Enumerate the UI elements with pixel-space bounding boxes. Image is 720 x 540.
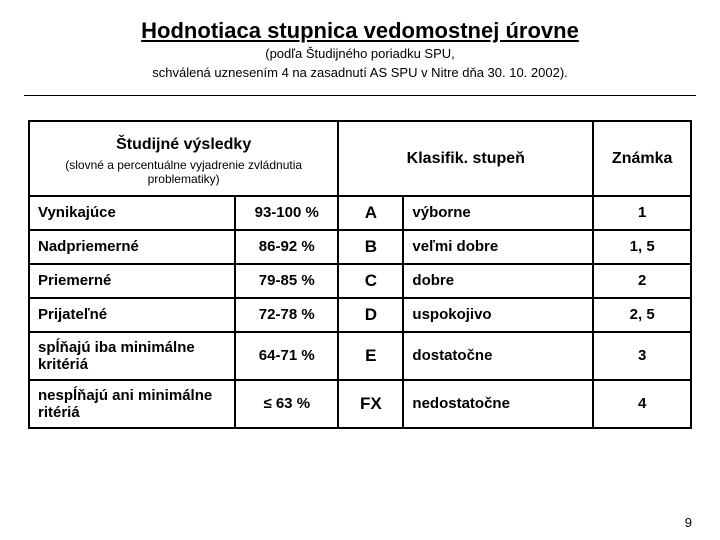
cell-number: 4 bbox=[593, 380, 691, 428]
cell-percent: ≤ 63 % bbox=[235, 380, 338, 428]
cell-percent: 64-71 % bbox=[235, 332, 338, 380]
cell-word: dostatočne bbox=[403, 332, 593, 380]
table-row: Vynikajúce 93-100 % A výborne 1 bbox=[29, 196, 691, 230]
table-row: Prijateľné 72-78 % D uspokojivo 2, 5 bbox=[29, 298, 691, 332]
subtitle-line-1: (podľa Študijného poriadku SPU, bbox=[0, 46, 720, 62]
cell-word: dobre bbox=[403, 264, 593, 298]
cell-percent: 72-78 % bbox=[235, 298, 338, 332]
cell-word: výborne bbox=[403, 196, 593, 230]
cell-desc: Priemerné bbox=[29, 264, 235, 298]
col-header-study: Študijné výsledky (slovné a percentuálne… bbox=[29, 121, 338, 196]
page-title: Hodnotiaca stupnica vedomostnej úrovne bbox=[0, 18, 720, 44]
col-header-study-sub: (slovné a percentuálne vyjadrenie zvládn… bbox=[38, 158, 329, 187]
cell-desc: spĺňajú iba minimálne kritériá bbox=[29, 332, 235, 380]
cell-desc: nespĺňajú ani minimálne ritériá bbox=[29, 380, 235, 428]
table-header-row: Študijné výsledky (slovné a percentuálne… bbox=[29, 121, 691, 196]
cell-letter: E bbox=[338, 332, 403, 380]
cell-percent: 93-100 % bbox=[235, 196, 338, 230]
col-header-classif: Klasifik. stupeň bbox=[338, 121, 593, 196]
title-block: Hodnotiaca stupnica vedomostnej úrovne (… bbox=[0, 0, 720, 89]
cell-number: 2 bbox=[593, 264, 691, 298]
cell-percent: 86-92 % bbox=[235, 230, 338, 264]
subtitle-line-2: schválená uznesením 4 na zasadnutí AS SP… bbox=[0, 65, 720, 81]
table-row: Nadpriemerné 86-92 % B veľmi dobre 1, 5 bbox=[29, 230, 691, 264]
cell-desc: Prijateľné bbox=[29, 298, 235, 332]
cell-word: uspokojivo bbox=[403, 298, 593, 332]
cell-number: 1, 5 bbox=[593, 230, 691, 264]
cell-letter: C bbox=[338, 264, 403, 298]
grading-table-wrap: Študijné výsledky (slovné a percentuálne… bbox=[0, 96, 720, 429]
col-header-study-text: Študijné výsledky bbox=[116, 136, 251, 153]
cell-desc: Vynikajúce bbox=[29, 196, 235, 230]
cell-letter: B bbox=[338, 230, 403, 264]
slide: Hodnotiaca stupnica vedomostnej úrovne (… bbox=[0, 0, 720, 540]
table-row: nespĺňajú ani minimálne ritériá ≤ 63 % F… bbox=[29, 380, 691, 428]
table-row: spĺňajú iba minimálne kritériá 64-71 % E… bbox=[29, 332, 691, 380]
cell-number: 3 bbox=[593, 332, 691, 380]
cell-letter: A bbox=[338, 196, 403, 230]
table-row: Priemerné 79-85 % C dobre 2 bbox=[29, 264, 691, 298]
cell-percent: 79-85 % bbox=[235, 264, 338, 298]
page-number: 9 bbox=[685, 515, 692, 530]
cell-number: 1 bbox=[593, 196, 691, 230]
cell-number: 2, 5 bbox=[593, 298, 691, 332]
cell-word: nedostatočne bbox=[403, 380, 593, 428]
cell-word: veľmi dobre bbox=[403, 230, 593, 264]
grading-table: Študijné výsledky (slovné a percentuálne… bbox=[28, 120, 692, 429]
cell-letter: FX bbox=[338, 380, 403, 428]
cell-letter: D bbox=[338, 298, 403, 332]
cell-desc: Nadpriemerné bbox=[29, 230, 235, 264]
col-header-grade: Známka bbox=[593, 121, 691, 196]
